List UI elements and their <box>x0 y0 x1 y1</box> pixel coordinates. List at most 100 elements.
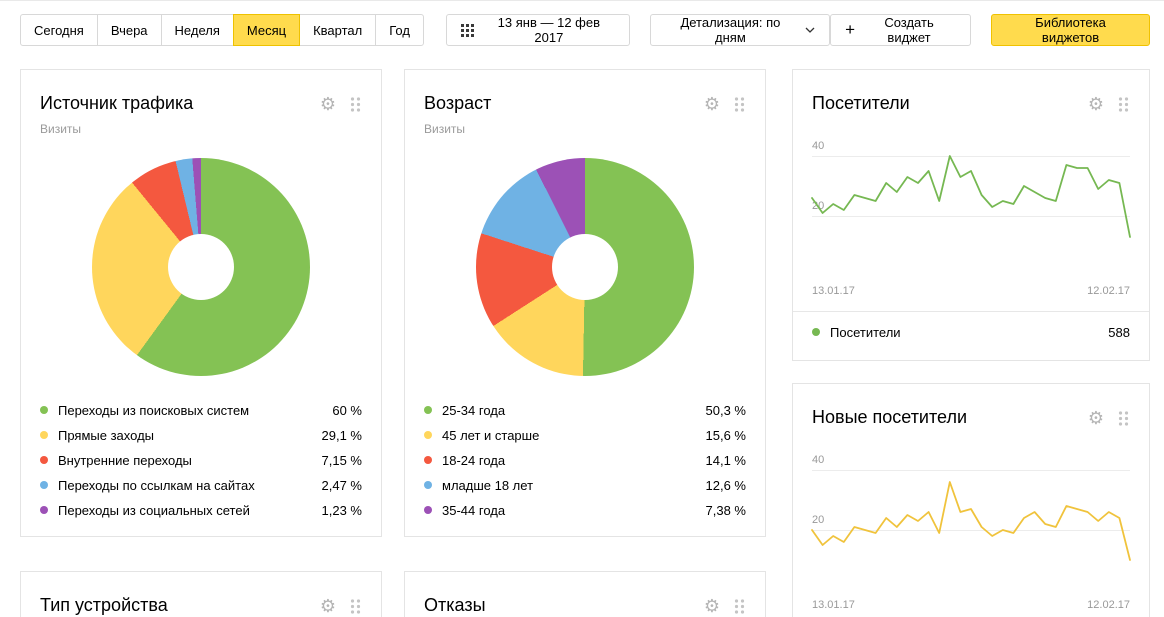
gear-icon[interactable]: ⚙ <box>1087 408 1104 428</box>
legend-dot <box>424 406 432 415</box>
granularity-dropdown[interactable]: Детализация: по дням <box>649 14 831 46</box>
x-axis-labels: 13.01.17 12.02.17 <box>812 285 1130 297</box>
chart-legend: Посетители 588 <box>793 310 1149 353</box>
legend-dot <box>424 456 432 465</box>
widget-subtitle: Визиты <box>424 121 466 136</box>
legend-value: 588 <box>1108 324 1130 340</box>
widget-new-visitors: Новые посетители ⚙ 40 20 13.01.17 12.02.1… <box>792 383 1150 617</box>
legend-value: 15,6 % <box>705 427 746 443</box>
legend-item: 25-34 года 50,3 % <box>424 398 746 423</box>
legend-value: 7,15 % <box>321 452 362 468</box>
donut-hole <box>552 233 618 300</box>
x-axis-end: 12.02.17 <box>1087 284 1130 297</box>
period-button-6[interactable]: Год <box>375 14 424 46</box>
date-range-button[interactable]: 13 янв — 12 фев 2017 <box>445 14 630 46</box>
widget-title: Источник трафика <box>40 93 194 113</box>
legend-label: Переходы из поисковых систем <box>58 402 250 418</box>
widget-title: Посетители <box>812 93 910 113</box>
legend-label: Прямые заходы <box>58 427 155 443</box>
legend-dot <box>40 481 48 490</box>
gear-icon[interactable]: ⚙ <box>703 94 720 114</box>
line-chart-visitors: 40 20 <box>811 139 1131 276</box>
gear-icon[interactable]: ⚙ <box>1087 94 1104 114</box>
legend-label: 25-34 года <box>442 402 506 418</box>
legend-value: 12,6 % <box>705 477 746 493</box>
legend-dot <box>40 406 48 415</box>
legend-value: 2,47 % <box>321 477 362 493</box>
drag-handle-icon[interactable] <box>1117 96 1130 113</box>
legend-label: 18-24 года <box>442 452 506 468</box>
widget-title: Новые посетители <box>812 407 968 427</box>
legend-label: Переходы по ссылкам на сайтах <box>58 477 255 493</box>
legend-value: 60 % <box>332 402 362 418</box>
legend-label: Внутренние переходы <box>58 452 192 468</box>
legend-item: Прямые заходы 29,1 % <box>40 423 362 448</box>
create-widget-button[interactable]: + Создать виджет <box>830 14 972 46</box>
legend-item: 18-24 года 14,1 % <box>424 448 746 473</box>
line-series <box>811 154 1131 238</box>
legend-value: 29,1 % <box>321 427 362 443</box>
legend-value: 1,23 % <box>321 502 362 518</box>
gridline <box>812 469 1130 471</box>
legend-item: Переходы из поисковых систем 60 % <box>40 398 362 423</box>
chevron-down-icon <box>805 27 815 33</box>
widget-title: Возраст <box>424 93 492 113</box>
x-axis-start: 13.01.17 <box>812 284 855 297</box>
period-group: Сегодня Вчера Неделя Месяц Квартал Год <box>20 14 424 46</box>
widget-title: Отказы <box>424 595 486 615</box>
legend-value: 50,3 % <box>705 402 746 418</box>
gridline <box>812 529 1130 531</box>
x-axis-start: 13.01.17 <box>812 598 855 611</box>
widget-traffic-source: Источник трафика Визиты ⚙ Переходы из по… <box>20 69 382 537</box>
legend-value: 7,38 % <box>705 502 746 518</box>
legend-dot <box>424 506 432 515</box>
granularity-label: Детализация: по дням <box>680 15 781 45</box>
widget-device-type: Тип устройства ⚙ <box>20 571 382 617</box>
drag-handle-icon[interactable] <box>349 96 362 113</box>
y-axis-label: 40 <box>812 139 825 152</box>
legend-dot <box>424 431 432 440</box>
gear-icon[interactable]: ⚙ <box>319 94 336 114</box>
period-button-1[interactable]: Сегодня <box>20 14 98 46</box>
period-button-5[interactable]: Квартал <box>299 14 377 46</box>
drag-handle-icon[interactable] <box>1117 410 1130 427</box>
period-button-2[interactable]: Вчера <box>96 14 162 46</box>
legend-label: 35-44 года <box>442 502 506 518</box>
legend-item: Переходы из социальных сетей 1,23 % <box>40 498 362 523</box>
y-axis-label: 40 <box>812 453 825 466</box>
toolbar: Сегодня Вчера Неделя Месяц Квартал Год 13 янв… <box>20 14 1150 46</box>
drag-handle-icon[interactable] <box>733 96 746 113</box>
pie-legend: Переходы из поисковых систем 60 % Прямые з… <box>40 398 362 523</box>
x-axis-end: 12.02.17 <box>1087 598 1130 611</box>
drag-handle-icon[interactable] <box>733 598 746 615</box>
pie-legend: 25-34 года 50,3 % 45 лет и старше 15,6 % 18-… <box>424 398 746 523</box>
donut-chart-age <box>476 157 694 376</box>
widget-age: Возраст Визиты ⚙ 25-34 года 50,3 % 45 лет … <box>404 69 766 537</box>
x-axis-labels: 13.01.17 12.02.17 <box>812 599 1130 611</box>
widget-visitors: Посетители ⚙ 40 20 13.01.17 12.02.17 Посе… <box>792 69 1150 361</box>
line-series <box>811 480 1131 561</box>
gridline <box>812 215 1130 217</box>
legend-dot <box>812 328 820 337</box>
gear-icon[interactable]: ⚙ <box>319 596 336 616</box>
widget-library-button[interactable]: Библиотека виджетов <box>991 14 1150 46</box>
donut-chart-traffic <box>92 157 310 376</box>
period-button-4[interactable]: Месяц <box>232 14 301 46</box>
widget-subtitle: Визиты <box>40 121 82 136</box>
drag-handle-icon[interactable] <box>349 598 362 615</box>
create-widget-label: Создать виджет <box>884 15 934 45</box>
line-chart-new-visitors: 40 20 <box>811 453 1131 590</box>
legend-item: Переходы по ссылкам на сайтах 2,47 % <box>40 473 362 498</box>
legend-label: 45 лет и старше <box>442 427 540 443</box>
legend-dot <box>40 506 48 515</box>
gear-icon[interactable]: ⚙ <box>703 596 720 616</box>
period-button-3[interactable]: Неделя <box>160 14 234 46</box>
legend-dot <box>424 481 432 490</box>
calendar-icon <box>460 23 474 37</box>
plus-icon: + <box>845 19 855 39</box>
legend-item: Внутренние переходы 7,15 % <box>40 448 362 473</box>
donut-hole <box>168 233 234 300</box>
date-range-label: 13 янв — 12 фев 2017 <box>497 15 600 45</box>
legend-label: младше 18 лет <box>442 477 534 493</box>
